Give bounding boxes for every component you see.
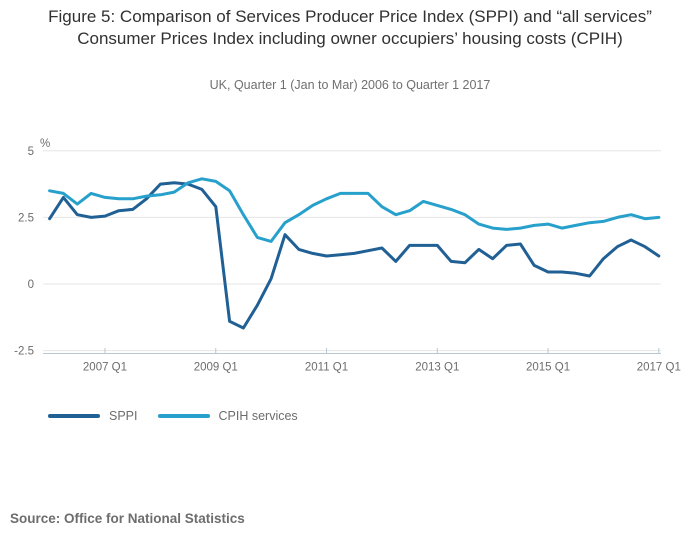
line-chart: 5 2.5 0 -2.5% 2007 Q1 2009 Q1 2011 Q1 2013 Q1 20… <box>14 138 681 374</box>
x-tick-label: 2009 Q1 <box>194 362 238 374</box>
x-tick-label: 2011 Q1 <box>305 362 348 374</box>
cpih-line-swatch <box>157 414 210 418</box>
legend-item-cpih: CPIH services <box>157 409 298 423</box>
x-tick-label: 2015 Q1 <box>526 362 570 374</box>
y-tick-label: 5 <box>28 146 34 158</box>
sppi-legend-label: SPPI <box>109 409 138 423</box>
cpih-services-line <box>48 177 661 243</box>
y-tick-label: -2.5 <box>14 346 34 358</box>
legend-item-sppi: SPPI <box>48 409 138 423</box>
y-tick-label: 2.5 <box>18 212 34 224</box>
y-axis-unit-label: % <box>40 138 50 150</box>
cpih-legend-label: CPIH services <box>218 409 298 423</box>
x-tick-label: 2007 Q1 <box>83 362 127 374</box>
y-tick-label: 0 <box>28 279 34 291</box>
x-tick-label: 2013 Q1 <box>415 362 459 374</box>
chart-title: Figure 5: Comparison of Services Produce… <box>48 7 652 48</box>
x-tick-label: 2017 Q1 <box>637 362 681 374</box>
source-note: Source: Office for National Statistics <box>10 511 245 526</box>
legend: SPPI CPIH services <box>48 409 298 423</box>
sppi-line-swatch <box>48 414 100 418</box>
sppi-line <box>48 181 661 330</box>
chart-subtitle: UK, Quarter 1 (Jan to Mar) 2006 to Quart… <box>209 78 491 92</box>
